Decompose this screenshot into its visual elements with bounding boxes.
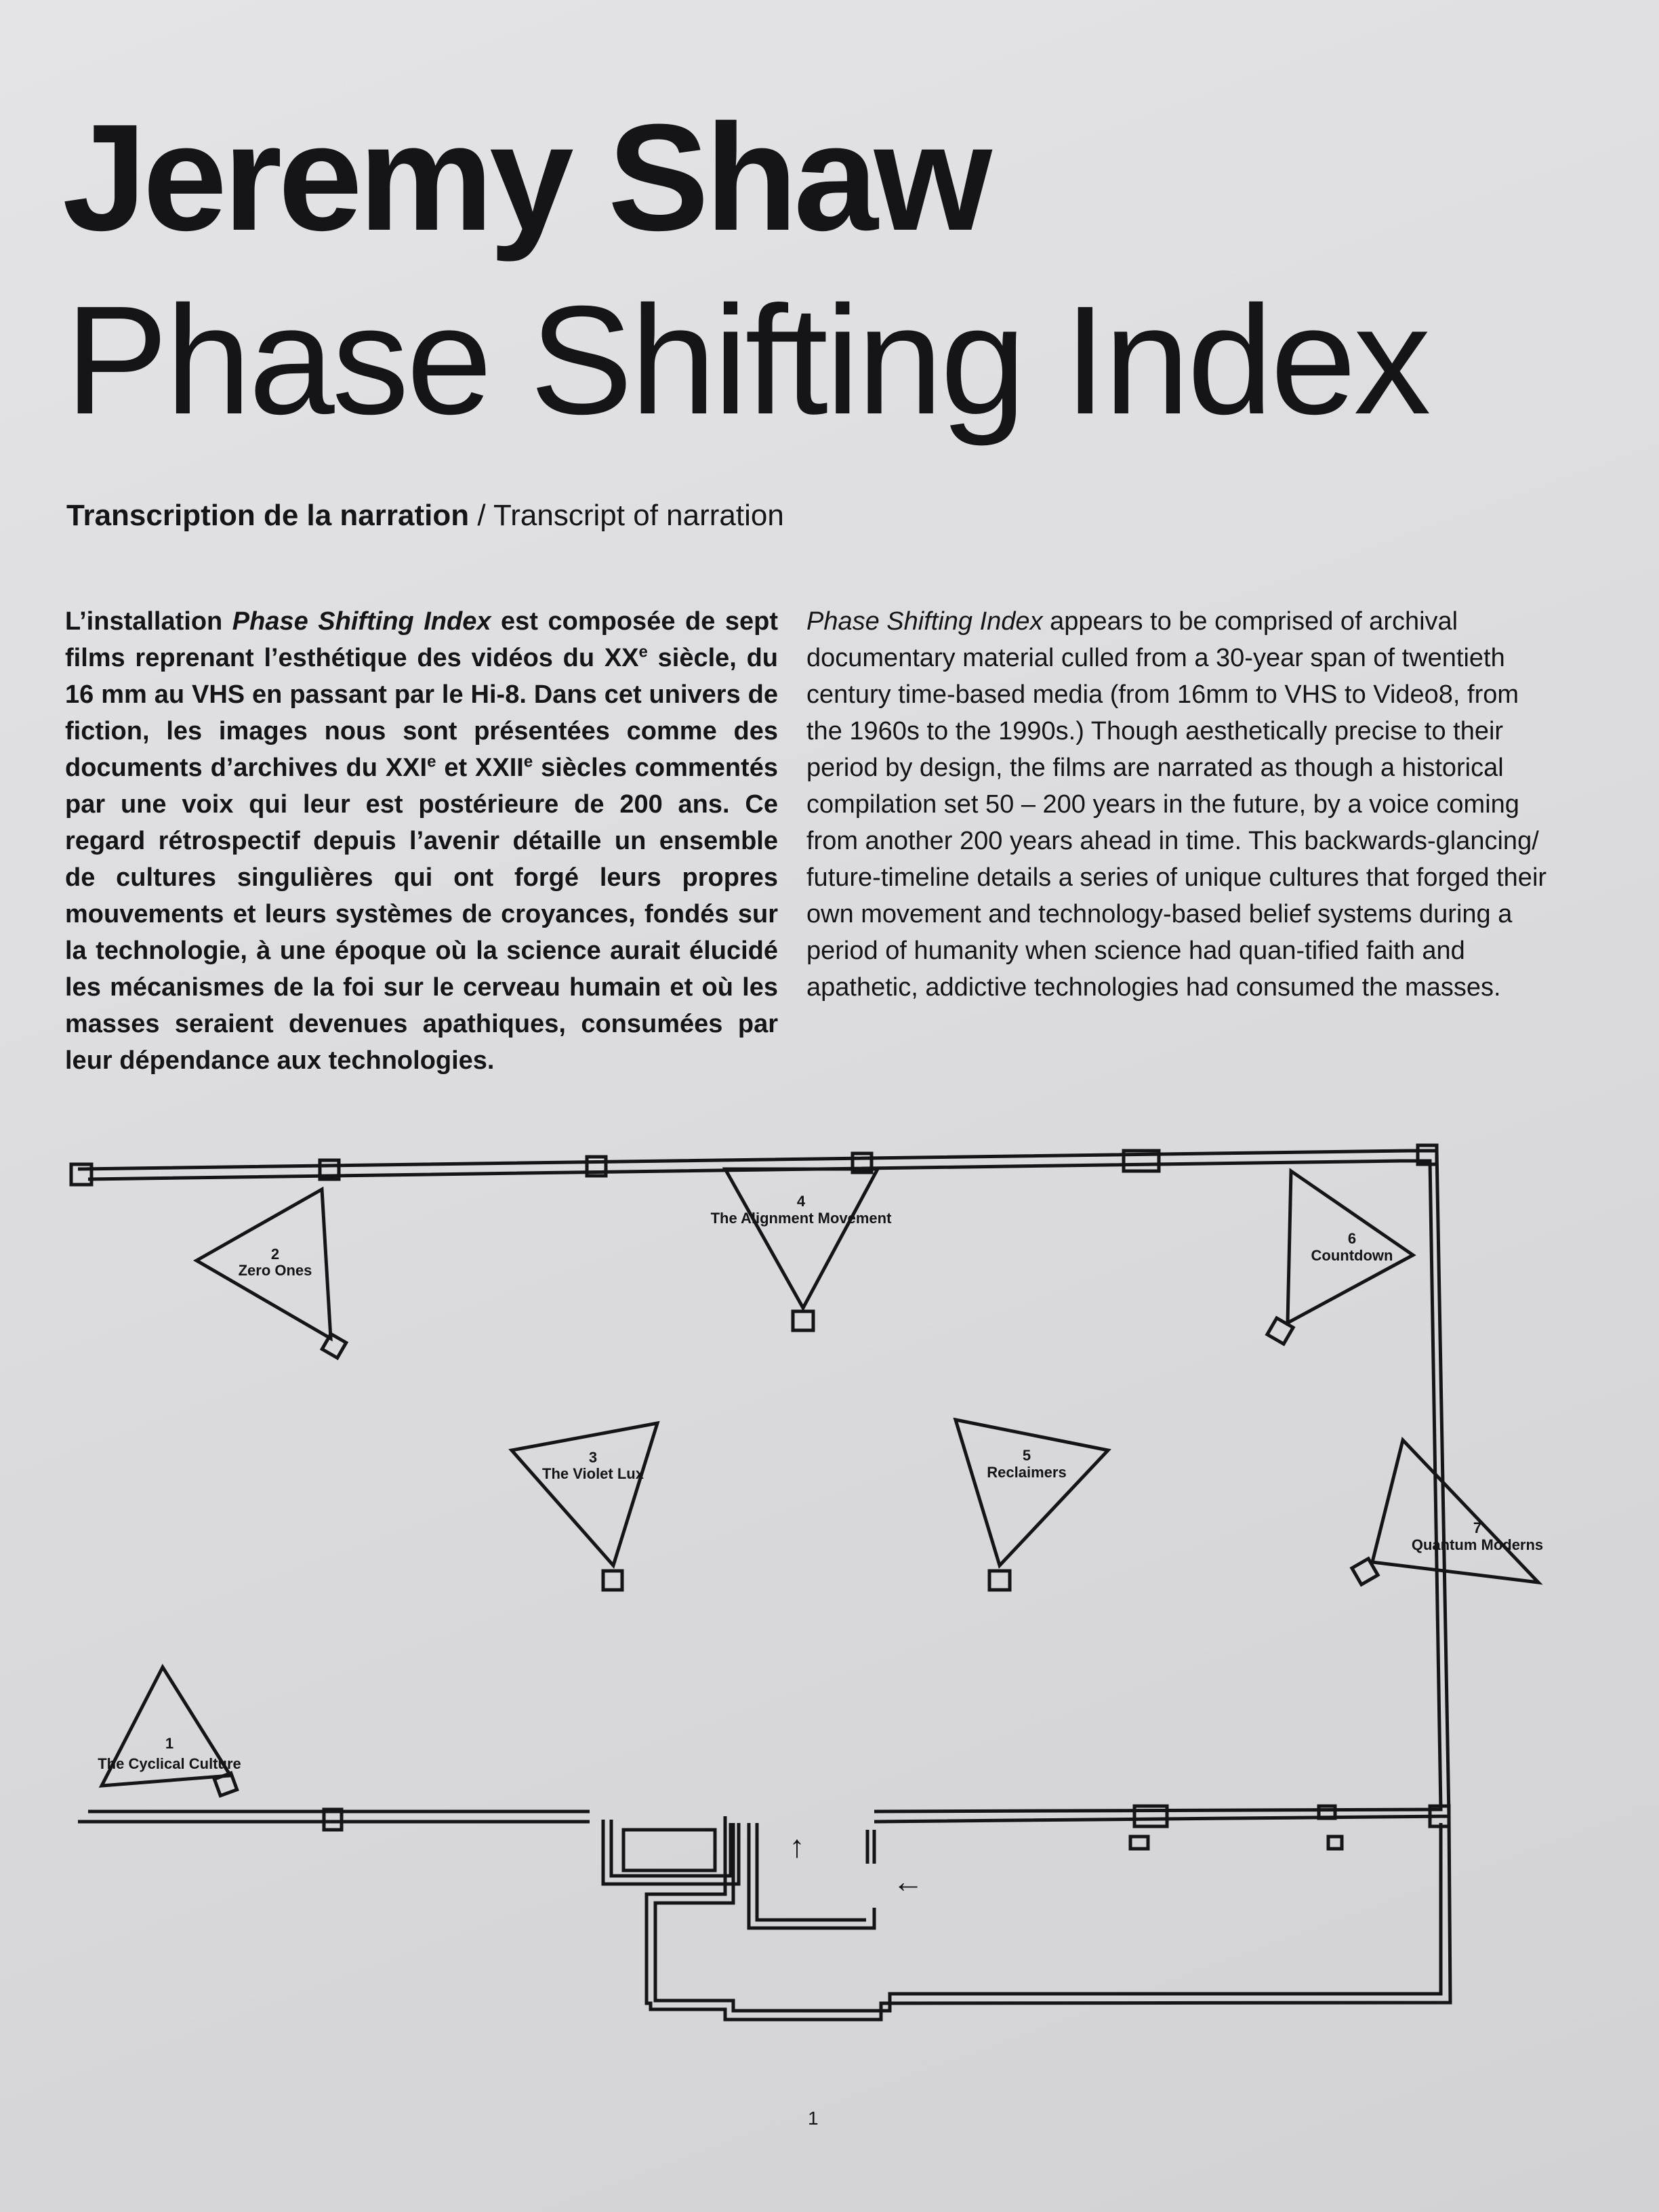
projector-3 (601, 1569, 624, 1592)
wall-pillar (1416, 1143, 1439, 1166)
projection-cone-4 (722, 1167, 881, 1312)
description-en-work-title: Phase Shifting Index (806, 607, 1043, 636)
work-title: Phase Shifting Index (65, 274, 1431, 447)
floor-marker (1326, 1835, 1344, 1851)
station-7-label: Quantum Moderns (1412, 1536, 1543, 1553)
lower-room-wall (644, 1816, 1452, 2022)
wall-pillar (1317, 1804, 1337, 1820)
projection-cone-6 (1286, 1168, 1416, 1326)
projector-7 (1349, 1556, 1380, 1587)
projector-5 (987, 1569, 1012, 1592)
wall-pillar (69, 1162, 94, 1187)
description-fr-text: est composée de sept films reprenant l’e… (65, 607, 779, 672)
station-3-label: The Violet Lux (542, 1465, 644, 1482)
station-1-number: 1 (165, 1735, 173, 1752)
description-fr-work-title: Phase Shifting Index (232, 607, 491, 636)
description-fr: L’installation Phase Shifting Index est … (65, 603, 778, 1079)
gallery-wall-outer (77, 1149, 1451, 1824)
station-4-label: The Alignment Movement (711, 1210, 893, 1227)
superscript: e (427, 752, 436, 771)
description-fr-text: siècle, du 16 mm au VHS en passant par l… (65, 644, 779, 782)
subtitle-fr: Transcription de la narration (66, 499, 470, 532)
station-7-number: 7 (1473, 1519, 1481, 1536)
station-4-number: 4 (797, 1193, 806, 1210)
station-6-label: Countdown (1311, 1247, 1393, 1264)
superscript: e (523, 752, 533, 771)
subtitle: Transcription de la narration / Transcri… (66, 498, 784, 534)
projection-cone-2 (192, 1186, 333, 1342)
description-fr-text: siècles commentés par une voix qui leur … (65, 754, 778, 1075)
station-2-label: Zero Ones (239, 1262, 312, 1279)
corridor-wall (747, 1823, 876, 1930)
projection-cone-3 (508, 1420, 660, 1569)
floor-plan: ↑ ← 1 The Cyclical Culture 2 Zero Ones 3… (69, 1143, 1543, 2022)
page-number: 1 (808, 2108, 819, 2129)
wall-pillar (322, 1807, 344, 1832)
wall-pillar (1122, 1149, 1161, 1173)
projector-4 (791, 1309, 815, 1332)
artist-name: Jeremy Shaw (62, 93, 992, 262)
wall-pillar (851, 1151, 874, 1174)
station-5-number: 5 (1023, 1447, 1031, 1464)
station-3-number: 3 (589, 1449, 597, 1466)
projector-1 (212, 1771, 239, 1798)
wall-pillar (585, 1155, 608, 1178)
projection-cone-7 (1370, 1436, 1543, 1585)
wall-pillar (1132, 1804, 1169, 1828)
gallery-wall-inner (87, 1159, 1443, 1814)
description-fr-text: et XXII (436, 754, 524, 782)
description-en-text: appears to be comprised of archival docu… (806, 607, 1547, 1002)
station-2-number: 2 (271, 1246, 279, 1263)
superscript: e (638, 642, 648, 661)
arrow-left: ← (893, 1864, 924, 1899)
subtitle-en: Transcript of narration (493, 499, 784, 532)
entrance-box (621, 1828, 717, 1872)
projector-6 (1265, 1315, 1296, 1347)
entrance-corridor (601, 1820, 741, 1886)
station-5-label: Reclaimers (987, 1464, 1066, 1481)
projection-cone-5 (953, 1417, 1111, 1569)
station-6-number: 6 (1348, 1230, 1356, 1247)
projector-2 (319, 1331, 349, 1361)
lower-room-wall-inner (653, 1823, 1443, 2013)
door-post (865, 1830, 876, 1864)
wall-pillar (1428, 1804, 1451, 1828)
description-fr-text: L’installation (65, 607, 232, 636)
floor-marker (1128, 1835, 1150, 1851)
station-1-label: The Cyclical Culture (98, 1755, 241, 1772)
wall-pillar (318, 1158, 341, 1181)
arrow-up: ↑ (790, 1828, 805, 1864)
subtitle-separator: / (469, 499, 494, 532)
description-en: Phase Shifting Index appears to be compr… (806, 603, 1551, 1006)
projection-cone-1 (98, 1663, 234, 1788)
